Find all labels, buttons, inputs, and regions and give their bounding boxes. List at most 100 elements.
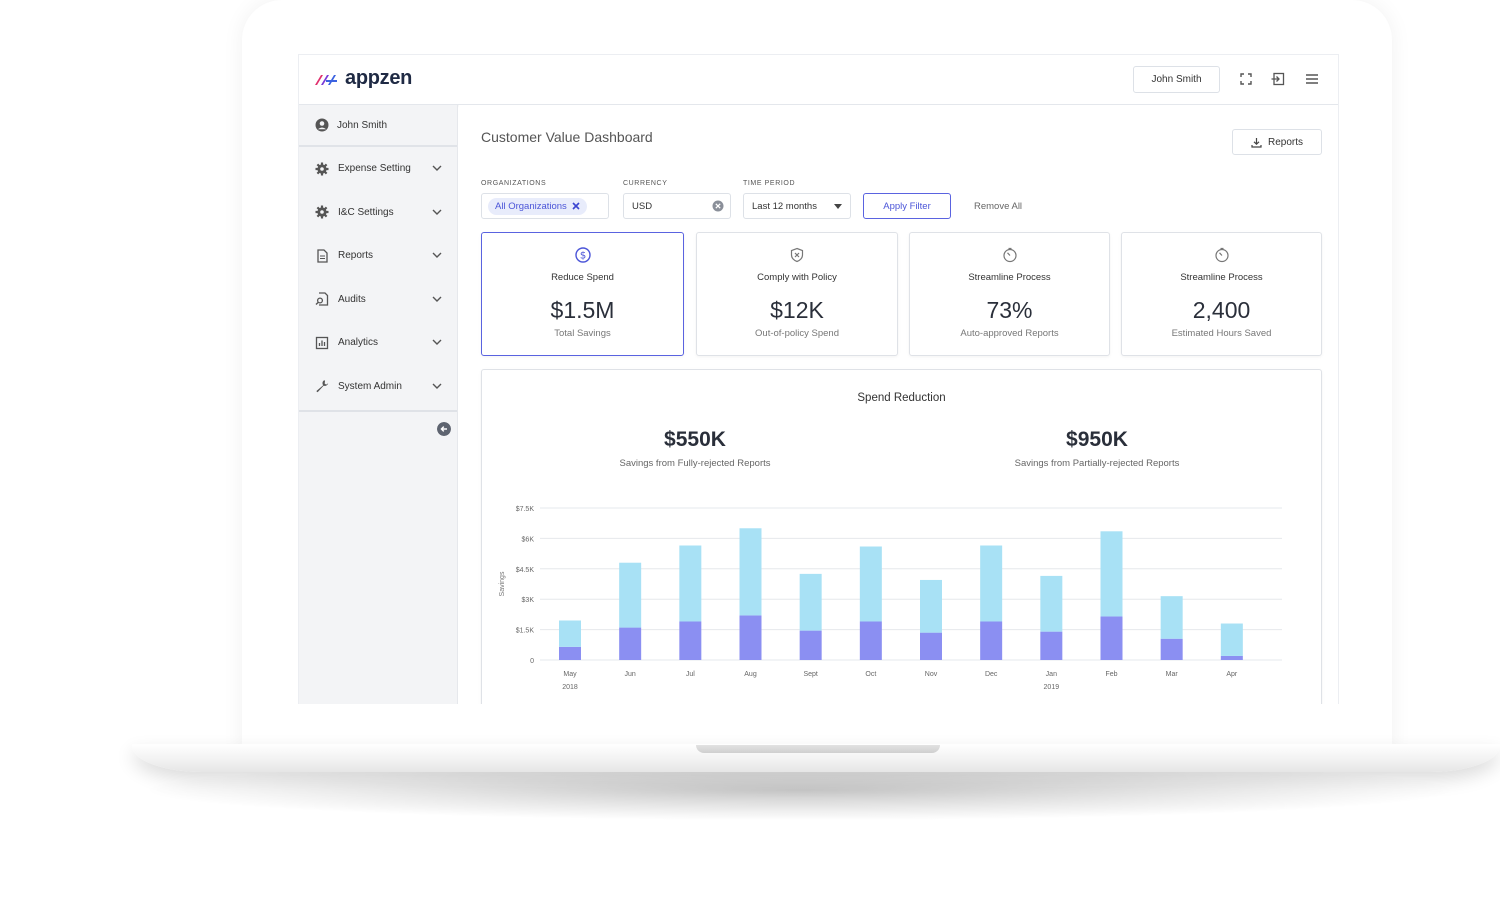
bar-segment (1220, 655, 1243, 660)
bar-segment (619, 562, 642, 628)
kpi-card-comply-policy[interactable]: Comply with Policy $12K Out-of-policy Sp… (696, 232, 898, 356)
currency-label: CURRENCY (623, 180, 668, 187)
sidebar-user[interactable]: John Smith (299, 105, 457, 147)
main-content: Customer Value Dashboard Reports ORGANIZ… (459, 105, 1338, 704)
collapse-sidebar-icon[interactable] (437, 422, 451, 436)
bar-segment (920, 579, 942, 633)
bar-segment (980, 545, 1003, 622)
logout-icon[interactable] (1271, 72, 1285, 86)
organization-chip[interactable]: All Organizations (488, 197, 587, 215)
x-tick-label: Mar (1166, 671, 1179, 678)
x-tick-label: Sept (803, 671, 817, 678)
sidebar-item-label: Analytics (338, 337, 379, 349)
currency-select[interactable]: USD (623, 193, 731, 219)
gear-icon (315, 205, 329, 219)
bar-segment (1100, 616, 1123, 660)
chevron-down-icon (432, 296, 442, 302)
x-tick-label: Apr (1226, 671, 1238, 678)
bar-segment (1220, 623, 1243, 656)
brand-name: appzen (345, 67, 413, 89)
time-period-value: Last 12 months (752, 200, 817, 212)
clear-circle-icon[interactable] (712, 200, 724, 212)
chevron-down-icon (432, 165, 442, 171)
bar-segment (799, 630, 822, 660)
sidebar-item-label: Expense Setting (338, 163, 411, 175)
kpi-subtitle: Total Savings (554, 328, 611, 339)
kpi-card-auto-approved[interactable]: Streamline Process 73% Auto-approved Rep… (909, 232, 1110, 356)
close-icon[interactable] (572, 202, 580, 210)
kpi-value: $1.5M (550, 297, 615, 323)
caret-down-icon (834, 204, 842, 209)
svg-text:$: $ (579, 251, 585, 262)
x-tick-label: May (563, 671, 577, 678)
bar-segment (859, 546, 882, 622)
gear-icon (315, 162, 329, 176)
sidebar-item-system-admin[interactable]: System Admin (299, 365, 457, 409)
time-period-select[interactable]: Last 12 months (743, 193, 851, 219)
app-screen: appzen John Smith John Smith (298, 54, 1339, 704)
kpi-value: 2,400 (1192, 297, 1251, 323)
fullscreen-icon[interactable] (1239, 72, 1253, 86)
partially-rejected-savings-label: Savings from Partially-rejected Reports (1014, 458, 1180, 469)
kpi-subtitle: Auto-approved Reports (960, 328, 1059, 339)
kpi-card-reduce-spend[interactable]: $ Reduce Spend $1.5M Total Savings (481, 232, 684, 356)
sidebar: John Smith Expense Setting I&C Settings (299, 105, 458, 704)
x-tick-label: Jan (1046, 671, 1057, 678)
kpi-title: Reduce Spend (551, 272, 614, 283)
x-tick-label: Oct (865, 671, 876, 678)
y-axis-label: Savings (499, 571, 506, 596)
shield-x-icon (790, 247, 804, 263)
x-tick-label: Aug (744, 671, 757, 678)
organizations-select[interactable]: All Organizations (481, 193, 609, 219)
laptop-notch (696, 745, 940, 753)
audit-search-icon (315, 292, 329, 306)
bar-segment (1160, 638, 1183, 660)
bar-segment (1100, 531, 1123, 617)
sidebar-item-reports[interactable]: Reports (299, 234, 457, 278)
y-tick-label: $1.5K (516, 628, 535, 635)
download-icon (1251, 137, 1262, 148)
sidebar-item-analytics[interactable]: Analytics (299, 321, 457, 365)
spend-reduction-chart: 0 $1.5K $3K $4.5K $6K $7.5K Savings May 2018 Jun J… (499, 506, 1282, 691)
dollar-circle-icon: $ (574, 247, 591, 263)
top-bar: appzen John Smith (299, 55, 1338, 105)
spend-reduction-card: Spend Reduction $550K Savings from Fully… (481, 369, 1322, 704)
sidebar-item-label: System Admin (338, 380, 402, 392)
timer-icon (1214, 247, 1229, 263)
apply-filter-button[interactable]: Apply Filter (863, 193, 951, 219)
document-icon (317, 249, 328, 263)
y-tick-label: $3K (522, 597, 535, 604)
fully-rejected-savings-label: Savings from Fully-rejected Reports (619, 458, 771, 469)
bar-segment (799, 573, 822, 631)
sidebar-item-audits[interactable]: Audits (299, 278, 457, 322)
wrench-icon (316, 380, 329, 393)
user-menu-button[interactable]: John Smith (1133, 66, 1220, 93)
chevron-down-icon (432, 209, 442, 215)
hamburger-menu-icon[interactable] (1305, 72, 1319, 86)
bar-segment (559, 620, 581, 647)
bar-segment (679, 545, 702, 622)
y-tick-label: $7.5K (516, 506, 535, 513)
bar-segment (739, 528, 762, 616)
x-tick-label: Dec (985, 671, 998, 678)
bar-segment (559, 646, 581, 660)
kpi-title: Streamline Process (1180, 272, 1263, 283)
kpi-card-hours-saved[interactable]: Streamline Process 2,400 Estimated Hours… (1121, 232, 1322, 356)
time-period-label: TIME PERIOD (743, 180, 796, 187)
download-reports-button[interactable]: Reports (1232, 129, 1322, 155)
kpi-title: Comply with Policy (757, 272, 837, 283)
timer-icon (1002, 247, 1017, 263)
x-year-label: 2018 (562, 684, 578, 691)
chevron-down-icon (432, 252, 442, 258)
sidebar-item-expense-setting[interactable]: Expense Setting (299, 147, 457, 191)
brand-logo[interactable]: appzen (313, 67, 412, 90)
bar-segment (619, 627, 642, 660)
bar-segment (739, 615, 762, 660)
kpi-value: $12K (770, 297, 824, 323)
sidebar-item-ic-settings[interactable]: I&C Settings (299, 191, 457, 235)
remove-all-link[interactable]: Remove All (974, 201, 1023, 212)
bar-segment (1160, 596, 1183, 639)
page-title: Customer Value Dashboard (481, 129, 653, 145)
x-tick-label: Jun (625, 671, 636, 678)
chart-title: Spend Reduction (857, 392, 946, 404)
